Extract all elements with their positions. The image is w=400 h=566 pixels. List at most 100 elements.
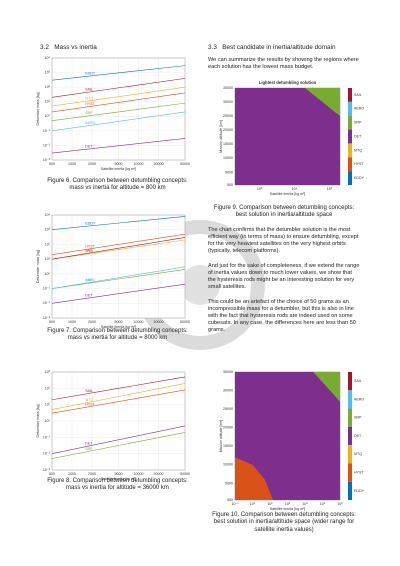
series-label: DET	[85, 442, 93, 446]
legend-swatch	[348, 115, 352, 130]
x-tick-label: 500	[49, 162, 55, 166]
line	[51, 425, 186, 454]
x-tick-label: 1000	[68, 162, 76, 166]
y-tick-label: 15000	[223, 444, 233, 448]
series-label: MTQ	[85, 249, 93, 253]
series-label: AERO	[85, 278, 95, 282]
x-tick-label: 10¹	[267, 502, 273, 506]
series-label: SRP	[85, 279, 93, 283]
y-tick-label: 10⁰	[45, 114, 51, 118]
caption: Figure 10. Comparison between detumbling…	[212, 512, 356, 533]
line	[51, 233, 186, 256]
line	[51, 269, 186, 289]
legend-label: SAIL	[354, 379, 362, 383]
x-tick-label: 500	[49, 320, 55, 324]
y-tick-label: 10³	[45, 370, 51, 374]
series-label: SAIL	[85, 389, 93, 393]
y-tick-label: 10³	[45, 228, 51, 232]
region	[235, 88, 340, 185]
y-tick-label: 10⁰	[45, 419, 51, 423]
x-tick-label: 20000	[154, 162, 164, 166]
y-tick-label: 500	[227, 183, 233, 187]
x-axis-label: Satellite inertia [kg m²]	[270, 192, 306, 196]
legend-label: HYST	[354, 471, 364, 475]
x-tick-label: 1000	[68, 472, 76, 476]
y-tick-label: 30000	[223, 100, 233, 104]
section-heading: 3.3 Best candidate in inertia/altitude d…	[208, 44, 336, 51]
line	[51, 65, 186, 81]
series-label: HYST	[85, 402, 95, 406]
legend-swatch	[348, 157, 352, 172]
y-tick-label: 10¹	[45, 100, 51, 104]
line	[51, 376, 186, 401]
legend-label: MTQ	[354, 148, 362, 152]
y-tick-label: 10⁻¹	[43, 435, 51, 439]
x-tick-label: 2000	[88, 472, 96, 476]
x-tick-label: 20000	[154, 472, 164, 476]
series-label: MTQ	[85, 96, 93, 100]
x-tick-label: 10³	[302, 502, 308, 506]
y-tick-label: 10²	[45, 386, 51, 390]
x-tick-label: 50000	[180, 320, 190, 324]
legend-label: EDDY	[354, 176, 365, 180]
chart-title: Lightest detumbling solution	[259, 80, 317, 85]
x-tick-label: 2000	[88, 162, 96, 166]
paragraph: We can summarize the results by showing …	[208, 57, 359, 70]
x-tick-label: 10⁵	[327, 187, 333, 191]
legend-swatch	[348, 171, 352, 185]
y-tick-label: 10⁻¹	[43, 287, 51, 291]
y-tick-label: 10²	[45, 242, 51, 246]
y-tick-label: 25000	[223, 114, 233, 118]
y-tick-label: 25000	[223, 407, 233, 411]
y-tick-label: 10²	[45, 85, 51, 89]
line	[51, 237, 186, 260]
legend-swatch	[348, 463, 352, 482]
y-axis-label: Detumbler mass [kg]	[36, 405, 40, 438]
y-tick-label: 35000	[223, 86, 233, 90]
y-tick-label: 5000	[225, 481, 233, 485]
y-tick-label: 10⁻³	[43, 316, 51, 320]
series-label: SRP	[85, 111, 93, 115]
legend-label: MTQ	[354, 452, 362, 456]
x-tick-label: 5000	[115, 162, 123, 166]
series-label: EDDY	[85, 72, 96, 76]
caption: Figure 7. Comparison between detumbling …	[47, 328, 188, 342]
line	[51, 92, 186, 113]
x-tick-label: 10000	[134, 162, 144, 166]
x-tick-label: 10⁻¹	[231, 502, 239, 506]
legend-label: DET	[354, 134, 362, 138]
series-label: HYST	[85, 102, 95, 106]
line	[51, 102, 186, 121]
y-tick-label: 500	[227, 498, 233, 502]
legend-label: SRP	[354, 121, 362, 125]
legend-swatch	[348, 481, 352, 500]
series-label: DET	[85, 293, 93, 297]
y-axis-label: Detumbler mass [kg]	[36, 93, 40, 126]
legend-swatch	[348, 426, 352, 446]
x-tick-label: 10³	[257, 187, 263, 191]
line	[51, 266, 186, 289]
caption: Figure 6. Comparison between detumbling …	[47, 178, 188, 192]
caption: Figure 8. Comparison between detumbling …	[47, 478, 188, 492]
x-tick-label: 10000	[134, 320, 144, 324]
x-axis-label: Satellite inertia [kg m²]	[101, 325, 137, 329]
series-label: SAIL	[85, 88, 93, 92]
y-tick-label: 10¹	[45, 403, 51, 407]
legend-swatch	[348, 129, 352, 144]
legend-swatch	[348, 88, 352, 102]
y-tick-label: 5000	[225, 170, 233, 174]
section-number: 3.3	[208, 44, 217, 51]
line	[51, 78, 186, 98]
x-tick-label: 5000	[115, 320, 123, 324]
region	[313, 372, 340, 402]
legend-label: HYST	[354, 162, 364, 166]
section-heading: 3.2 Mass vs inertia	[40, 44, 97, 51]
y-tick-label: 10⁻¹	[43, 129, 51, 133]
line	[51, 111, 186, 132]
line	[51, 138, 186, 154]
y-tick-label: 20000	[223, 128, 233, 132]
legend-label: AERO	[354, 397, 364, 401]
legend-swatch	[348, 101, 352, 116]
legend-label: EDDY	[354, 489, 365, 493]
series-label: AERO	[85, 121, 95, 125]
